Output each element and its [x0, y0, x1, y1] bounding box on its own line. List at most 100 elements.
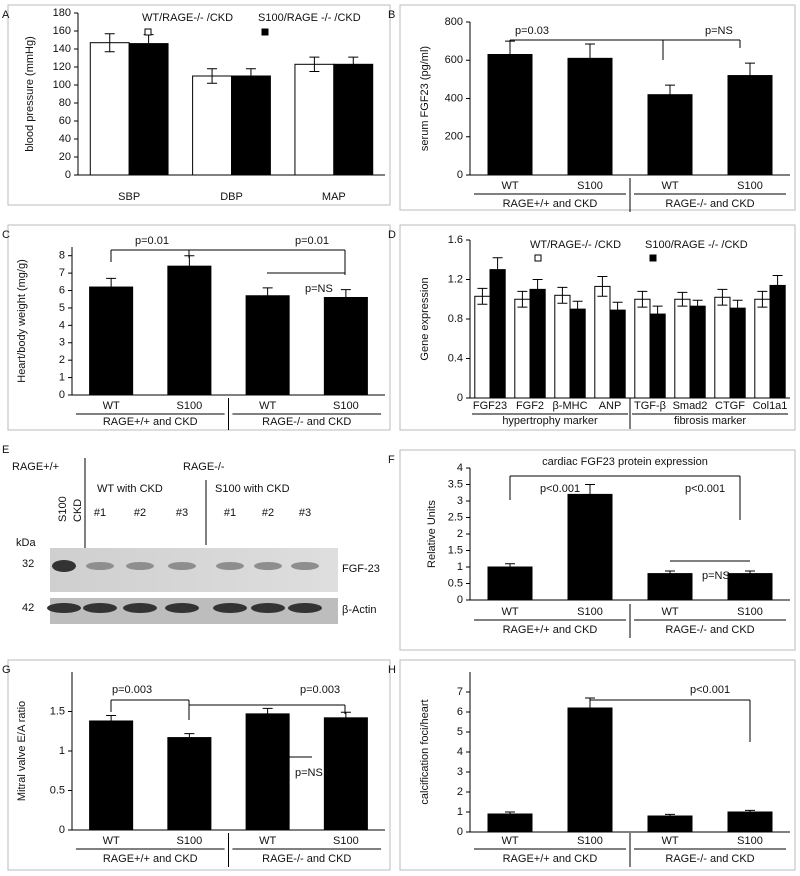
panel-frame — [399, 449, 796, 651]
y-tick-label: 2 — [457, 786, 463, 798]
x-tick-label: WT — [103, 400, 120, 412]
error-bar — [517, 290, 528, 308]
error-bar — [677, 291, 688, 307]
y-tick-label: 400 — [445, 92, 463, 104]
bar — [514, 298, 531, 399]
band — [213, 603, 247, 613]
group-label: RAGE-/- and CKD — [665, 853, 754, 865]
bar — [128, 43, 169, 176]
x-tick-label: S100 — [333, 835, 359, 847]
x-tick-label: Smad2 — [673, 400, 708, 412]
blot-label: #1 — [94, 507, 106, 519]
x-tick-label: S100 — [177, 835, 203, 847]
blot-label: #1 — [224, 507, 236, 519]
error-bar — [340, 289, 351, 306]
blot-label: kDa — [16, 537, 36, 549]
legend-label: WT/RAGE-/- /CKD — [530, 239, 621, 251]
error-bar — [505, 811, 515, 817]
panel-letter: C — [2, 229, 10, 241]
bar — [729, 307, 746, 399]
y-tick-label: 6 — [457, 706, 463, 718]
y-tick-label: 20 — [59, 151, 71, 163]
bar — [567, 493, 613, 601]
group-label: hypertrophy marker — [502, 415, 598, 427]
error-bar — [262, 707, 273, 720]
x-tick-label: ANP — [599, 400, 622, 412]
bar — [647, 573, 693, 601]
band — [288, 603, 322, 613]
band — [52, 560, 76, 572]
bar — [567, 57, 613, 176]
panel-letter: F — [388, 454, 395, 466]
y-tick-label: 4 — [59, 319, 65, 331]
error-bar — [245, 68, 256, 84]
bar — [647, 94, 693, 176]
y-tick-label: 1.2 — [448, 273, 463, 285]
error-bar — [692, 299, 703, 313]
blot-label: S100 — [57, 496, 69, 522]
blot-label: CKD — [72, 499, 84, 522]
bar — [727, 75, 773, 176]
band — [83, 603, 117, 613]
y-axis-label: calcification foci/heart — [419, 699, 431, 804]
x-tick-label: FGF2 — [516, 400, 544, 412]
panel-frame — [7, 224, 391, 431]
x-tick-label: S100 — [737, 606, 763, 618]
group-label: RAGE+/+ and CKD — [503, 853, 598, 865]
annotation: p<0.001 — [540, 483, 580, 495]
band — [165, 603, 199, 613]
y-tick-label: 1 — [457, 806, 463, 818]
panel-frame — [399, 224, 796, 431]
y-tick-label: 2 — [59, 354, 65, 366]
panel-frame — [7, 659, 391, 871]
bar — [294, 63, 335, 176]
bar — [89, 42, 130, 176]
group-label: RAGE+/+ and CKD — [503, 198, 598, 210]
y-tick-label: 1.5 — [448, 544, 463, 556]
panel-frame — [7, 4, 391, 206]
blot-label: 42 — [22, 602, 34, 614]
bar — [689, 305, 706, 399]
bar — [231, 75, 271, 176]
bar — [323, 296, 368, 396]
bar — [487, 813, 533, 833]
annotation: p=NS — [295, 767, 323, 779]
annotation: p=0.003 — [300, 684, 340, 696]
error-bar — [612, 301, 623, 319]
error-bar — [207, 68, 218, 84]
bar — [567, 707, 613, 833]
blot-label: RAGE-/- — [183, 461, 225, 473]
bar — [333, 63, 374, 176]
bar — [167, 265, 212, 396]
error-bar — [340, 711, 351, 724]
annotation: p=0.003 — [112, 684, 152, 696]
error-bar — [532, 279, 543, 300]
group-label: RAGE-/- and CKD — [665, 198, 754, 210]
panel-frame — [399, 659, 796, 871]
bar — [674, 298, 691, 399]
error-bar — [745, 809, 755, 815]
bar — [634, 298, 651, 399]
panel-letter: H — [388, 664, 396, 676]
band — [254, 562, 282, 570]
y-axis-label: blood pressure (mmHg) — [24, 36, 36, 152]
bar — [487, 54, 533, 176]
error-bar — [757, 290, 768, 308]
y-tick-label: 0 — [59, 824, 65, 836]
annotation: p=0.01 — [295, 235, 329, 247]
blot-label: β-Actin — [342, 604, 376, 616]
x-tick-label: S100 — [577, 835, 603, 847]
x-tick-label: S100 — [333, 400, 359, 412]
x-tick-label: WT — [501, 180, 518, 192]
blot-label: #2 — [262, 507, 274, 519]
group-label: RAGE-/- and CKD — [262, 853, 351, 865]
error-bar — [665, 84, 675, 105]
blot-label: WT with CKD — [97, 483, 163, 495]
y-tick-label: 180 — [53, 7, 71, 19]
panel-letter: A — [2, 9, 10, 21]
y-tick-label: 0.4 — [448, 352, 463, 364]
y-tick-label: 0 — [457, 594, 463, 606]
panel-letter: B — [388, 9, 395, 21]
y-tick-label: 1 — [59, 745, 65, 757]
bar — [245, 295, 290, 396]
